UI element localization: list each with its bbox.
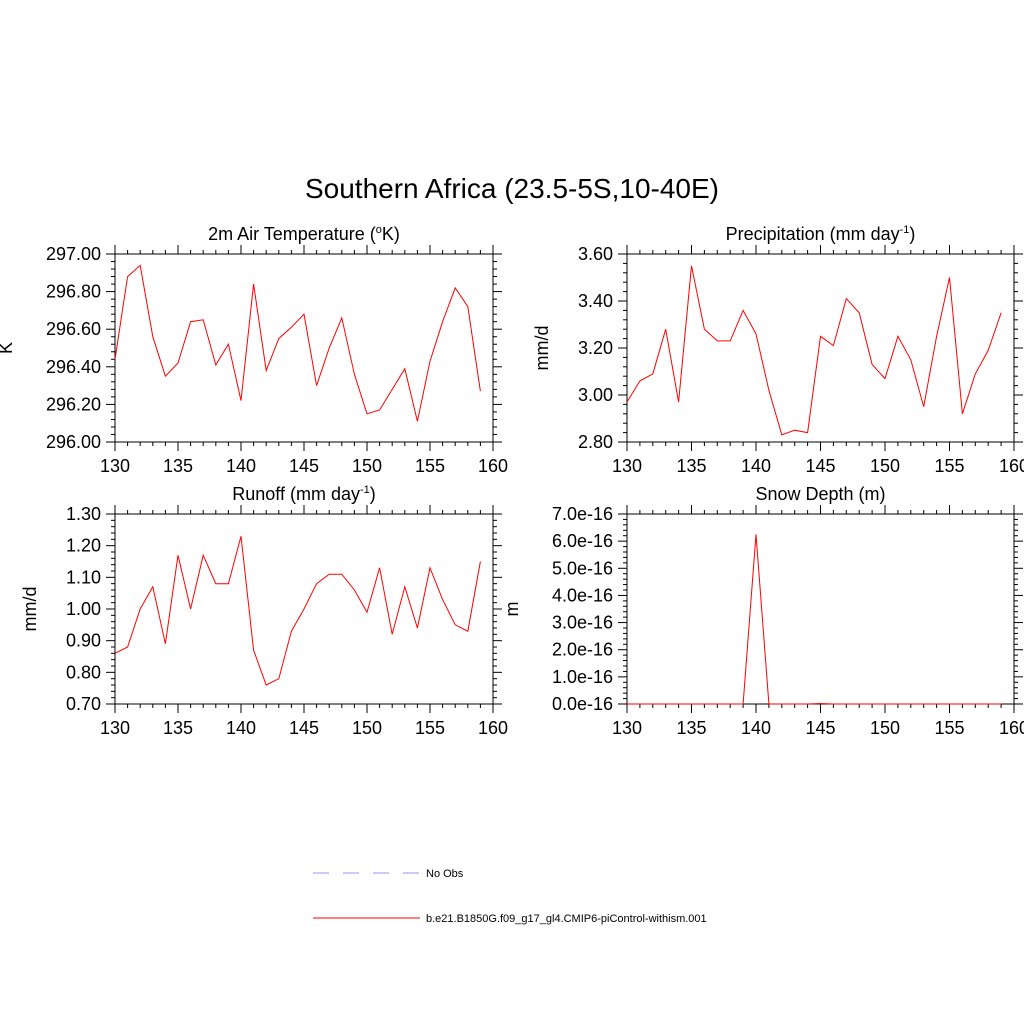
series-line [626, 265, 1002, 436]
panel-title-text: 2m Air Temperature ( [208, 224, 376, 244]
x-tick-label: 145 [289, 718, 319, 738]
y-tick-label: 3.40 [578, 291, 613, 311]
y-tick-label: 0.90 [66, 631, 101, 651]
y-tick-label: 1.0e-16 [552, 667, 613, 687]
x-tick-label: 145 [805, 456, 835, 476]
y-tick-label: 4.0e-16 [552, 585, 613, 605]
x-tick-label: 155 [415, 456, 445, 476]
x-tick-label: 150 [870, 456, 900, 476]
x-tick-label: 135 [676, 456, 706, 476]
y-tick-label: 3.20 [578, 338, 613, 358]
y-axis-label: mm/d [532, 326, 552, 371]
x-tick-label: 150 [352, 456, 382, 476]
x-tick-label: 150 [870, 718, 900, 738]
x-tick-label: 130 [100, 456, 130, 476]
y-tick-label: 2.80 [578, 432, 613, 452]
panel-title: 2m Air Temperature (oK) [208, 224, 400, 244]
x-tick-label: 145 [289, 456, 319, 476]
panel-4: Snow Depth (m) m 130 135 140 145 150 155 160 0.0e… [502, 484, 1024, 738]
y-tick-label: 1.00 [66, 599, 101, 619]
panel-title-text-end: ) [909, 224, 915, 244]
y-tick-label: 5.0e-16 [552, 558, 613, 578]
panel-2: Precipitation (mm day-1) mm/d 130 135 140 145… [532, 224, 1024, 476]
x-tick-label: 145 [805, 718, 835, 738]
panel-title-text: Precipitation (mm day [726, 224, 900, 244]
series-line [114, 536, 481, 686]
y-tick-label: 296.60 [46, 319, 101, 339]
panel-title-superscript: o [376, 224, 382, 236]
plot-frame [114, 253, 494, 443]
x-tick-label: 135 [676, 718, 706, 738]
y-tick-label: 7.0e-16 [552, 504, 613, 524]
y-tick-label: 6.0e-16 [552, 531, 613, 551]
x-tick-label: 140 [741, 456, 771, 476]
panel-title: Snow Depth (m) [755, 484, 885, 504]
y-axis-label: K [0, 342, 16, 354]
y-axis-label: m [502, 602, 522, 617]
panel-title: Runoff (mm day-1) [232, 484, 376, 504]
panels: 2m Air Temperature (oK) K 130 135 140 145 150 1… [0, 224, 1024, 738]
plot-frame [626, 513, 1015, 705]
y-tick-label: 3.60 [578, 244, 613, 264]
x-tick-label: 160 [478, 456, 508, 476]
y-tick-label: 297.00 [46, 244, 101, 264]
y-tick-label: 1.30 [66, 504, 101, 524]
x-tick-label: 150 [352, 718, 382, 738]
panel-title-superscript: -1 [360, 484, 370, 496]
x-tick-label: 155 [934, 456, 964, 476]
x-tick-label: 130 [612, 456, 642, 476]
y-tick-label: 296.80 [46, 282, 101, 302]
x-tick-label: 140 [226, 718, 256, 738]
figure-title: Southern Africa (23.5-5S,10-40E) [305, 173, 719, 204]
legend-label-no-obs: No Obs [426, 868, 464, 880]
y-tick-label: 3.0e-16 [552, 613, 613, 633]
x-tick-label: 160 [478, 718, 508, 738]
panel-title: Precipitation (mm day-1) [726, 224, 916, 244]
panel-title-text-end: ) [370, 484, 376, 504]
y-tick-label: 1.10 [66, 567, 101, 587]
legend: No Obs b.e21.B1850G.f09_g17_gl4.CMIP6-pi… [313, 868, 707, 925]
x-tick-label: 155 [934, 718, 964, 738]
x-tick-label: 130 [612, 718, 642, 738]
y-tick-label: 0.70 [66, 694, 101, 714]
panel-title-superscript: -1 [900, 224, 910, 236]
x-tick-label: 160 [999, 718, 1024, 738]
x-tick-label: 135 [163, 718, 193, 738]
x-tick-label: 135 [163, 456, 193, 476]
legend-label-model: b.e21.B1850G.f09_g17_gl4.CMIP6-piControl… [426, 913, 707, 925]
y-tick-label: 0.80 [66, 662, 101, 682]
x-tick-label: 130 [100, 718, 130, 738]
series-line [114, 264, 481, 422]
panel-1: 2m Air Temperature (oK) K 130 135 140 145 150 1… [0, 224, 508, 476]
y-tick-label: 296.00 [46, 432, 101, 452]
y-axis-label: mm/d [20, 587, 40, 632]
x-tick-label: 160 [999, 456, 1024, 476]
y-tick-label: 296.40 [46, 357, 101, 377]
series-line [627, 534, 1002, 705]
y-tick-label: 2.0e-16 [552, 640, 613, 660]
y-tick-label: 1.20 [66, 536, 101, 556]
panel-3: Runoff (mm day-1) mm/d 130 135 140 145 150 155 1… [20, 484, 508, 738]
panel-title-text: Snow Depth (m) [755, 484, 885, 504]
panel-title-text: Runoff (mm day [232, 484, 360, 504]
panel-title-text-end: K) [382, 224, 400, 244]
y-tick-label: 0.0e-16 [552, 694, 613, 714]
x-tick-label: 140 [226, 456, 256, 476]
x-tick-label: 155 [415, 718, 445, 738]
y-tick-label: 3.00 [578, 385, 613, 405]
y-tick-label: 296.20 [46, 394, 101, 414]
x-tick-label: 140 [741, 718, 771, 738]
